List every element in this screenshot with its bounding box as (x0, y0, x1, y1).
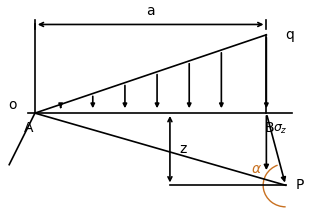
Text: P: P (295, 178, 304, 192)
Text: q: q (286, 28, 295, 42)
Text: o: o (8, 98, 17, 112)
Text: a: a (146, 4, 155, 18)
Text: z: z (180, 142, 187, 156)
Text: A: A (24, 121, 33, 134)
Text: $\alpha$: $\alpha$ (251, 162, 262, 176)
Text: B: B (265, 121, 274, 134)
Text: $\sigma_z$: $\sigma_z$ (273, 123, 287, 136)
